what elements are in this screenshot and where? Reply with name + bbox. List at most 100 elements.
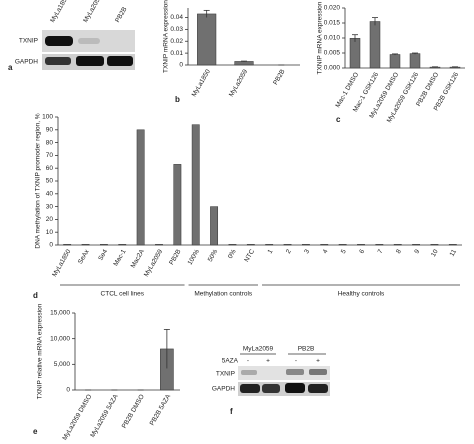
row-label: TXNIP bbox=[19, 38, 38, 45]
bar bbox=[430, 244, 439, 246]
x-tick-label: MyLa2059 DMSO bbox=[61, 393, 93, 441]
lane-label: MyLa2059 bbox=[82, 0, 103, 24]
error-bar bbox=[412, 52, 418, 55]
y-tick-label: 30 bbox=[46, 203, 54, 210]
y-tick-label: 50 bbox=[46, 178, 54, 185]
bar bbox=[234, 61, 254, 66]
bar bbox=[349, 38, 361, 69]
x-tick-label: PB2B DMSO bbox=[121, 393, 146, 429]
x-tick-label: PB2B bbox=[168, 248, 182, 266]
y-tick-label: 0.010 bbox=[324, 35, 341, 42]
y-tick-label: 15,000 bbox=[50, 310, 70, 317]
row-label: GAPDH bbox=[212, 386, 235, 393]
band bbox=[286, 369, 304, 375]
band bbox=[240, 384, 260, 393]
bar bbox=[81, 244, 90, 246]
group-label: CTCL cell lines bbox=[101, 291, 145, 298]
y-tick-label: 40 bbox=[46, 191, 54, 198]
y-axis-label: TXNIP relative mRNA expression bbox=[37, 303, 44, 399]
blot-membrane bbox=[238, 366, 330, 380]
y-tick-label: 0 bbox=[49, 242, 53, 249]
bar bbox=[191, 124, 200, 246]
x-tick-label: 0% bbox=[227, 248, 238, 260]
x-tick-label: 5 bbox=[340, 248, 348, 255]
error-bar bbox=[163, 329, 170, 369]
x-tick-label: 8 bbox=[395, 248, 403, 255]
y-tick-label: 0 bbox=[179, 62, 183, 69]
y-tick-label: 0.020 bbox=[324, 5, 341, 12]
y-tick-label: 0 bbox=[66, 387, 70, 394]
band bbox=[285, 383, 305, 393]
x-tick-label: Mac2A bbox=[130, 248, 147, 270]
x-tick-label: 2 bbox=[285, 248, 293, 255]
error-bar bbox=[352, 34, 358, 42]
y-tick-label: 0.000 bbox=[324, 65, 341, 72]
row-label: TXNIP bbox=[216, 371, 235, 378]
lane-label: - bbox=[247, 358, 249, 365]
y-tick-label: 10,000 bbox=[50, 335, 70, 342]
x-tick-label: NTC bbox=[243, 248, 256, 263]
x-tick-label: Se4 bbox=[97, 248, 109, 262]
x-tick-label: 9 bbox=[413, 248, 421, 255]
panel-letter: b bbox=[175, 95, 180, 104]
band bbox=[241, 370, 257, 375]
y-tick-label: 10 bbox=[46, 229, 54, 236]
bar bbox=[210, 206, 219, 246]
x-tick-label: 3 bbox=[303, 248, 311, 255]
x-tick-label: 11 bbox=[449, 248, 459, 258]
lane-label: + bbox=[316, 358, 320, 365]
lane-label: + bbox=[266, 358, 270, 365]
error-bar bbox=[241, 60, 247, 62]
bar bbox=[197, 13, 217, 66]
panel-letter: e bbox=[33, 427, 38, 436]
band bbox=[45, 57, 71, 65]
error-bar bbox=[203, 9, 210, 18]
x-tick-label: SeAx bbox=[77, 248, 91, 266]
bar bbox=[393, 244, 402, 246]
bar bbox=[118, 244, 127, 246]
bar bbox=[155, 244, 163, 246]
panel-letter: d bbox=[33, 291, 38, 300]
x-tick-label: 4 bbox=[322, 248, 330, 255]
panel-letter: f bbox=[230, 407, 233, 416]
bar bbox=[412, 244, 421, 246]
blot-f: MyLa2059 PB2B 5AZA - + - + TXNIP GAPDH f bbox=[212, 346, 330, 416]
panel-letter: a bbox=[8, 63, 13, 72]
bar bbox=[338, 244, 347, 246]
lane-label: MyLa1850 bbox=[49, 0, 70, 24]
y-axis-label: TXNIP mRNA expression bbox=[163, 0, 170, 73]
bar bbox=[283, 244, 292, 246]
bar bbox=[265, 244, 274, 246]
blot-membrane bbox=[238, 382, 330, 396]
bar bbox=[228, 244, 237, 246]
x-tick-label: 100% bbox=[187, 248, 201, 266]
blot-a: MyLa1850 MyLa2059 PB2B TXNIP GAPDH a bbox=[8, 0, 135, 72]
x-tick-label: MyLa2059 bbox=[228, 68, 249, 98]
x-tick-label: MyLa1850 bbox=[51, 248, 72, 278]
y-tick-label: 0.015 bbox=[324, 20, 341, 27]
x-tick-label: MyLa2059 bbox=[143, 248, 164, 278]
x-tick-label: MyLa2059 5AZA bbox=[89, 393, 120, 439]
bar bbox=[301, 244, 310, 246]
band bbox=[76, 56, 104, 66]
band bbox=[308, 384, 328, 393]
x-tick-label: 10 bbox=[430, 248, 440, 258]
bar bbox=[63, 244, 72, 246]
error-bar bbox=[392, 53, 398, 56]
y-tick-label: 20 bbox=[46, 216, 54, 223]
error-bar bbox=[452, 66, 458, 68]
band bbox=[309, 369, 327, 375]
y-tick-label: 0.04 bbox=[170, 14, 183, 21]
error-bar bbox=[432, 66, 438, 68]
row-label: GAPDH bbox=[15, 59, 38, 66]
bar bbox=[357, 244, 365, 246]
group-label: MyLa2059 bbox=[243, 346, 274, 353]
y-tick-label: 0.03 bbox=[170, 26, 183, 33]
group-label: PB2B bbox=[298, 346, 315, 353]
bar bbox=[136, 129, 145, 246]
lane-label: - bbox=[295, 358, 297, 365]
bar bbox=[448, 244, 457, 246]
error-bar bbox=[372, 17, 378, 26]
x-tick-label: MyLa1850 bbox=[191, 68, 212, 98]
